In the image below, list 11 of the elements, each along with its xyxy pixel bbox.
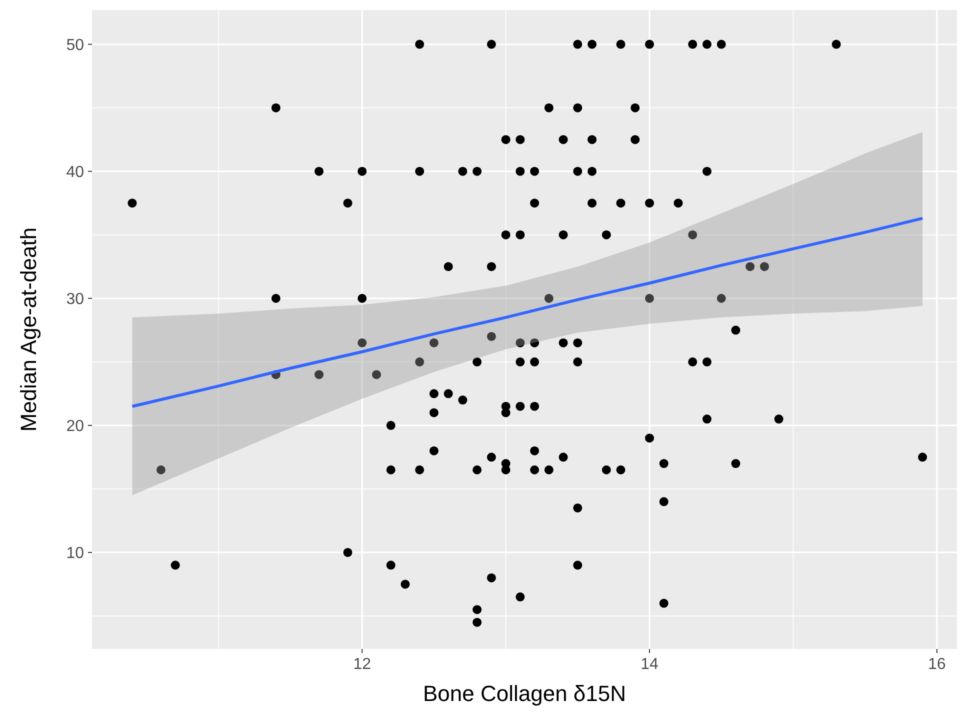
y-tick-label: 40 — [66, 164, 84, 181]
y-tick-label: 30 — [66, 290, 84, 308]
x-axis-title: Bone Collagen δ15N — [422, 681, 626, 706]
x-tick-label: 16 — [928, 656, 946, 673]
y-tick-label: 20 — [66, 418, 84, 435]
y-tick-label: 50 — [66, 36, 84, 54]
y-tick-label: 10 — [66, 544, 84, 562]
x-tick-label: 12 — [353, 656, 372, 673]
y-axis-title: Median Age-at-death — [16, 227, 41, 432]
line-series — [130, 216, 924, 408]
x-tick-label: 14 — [640, 656, 659, 673]
